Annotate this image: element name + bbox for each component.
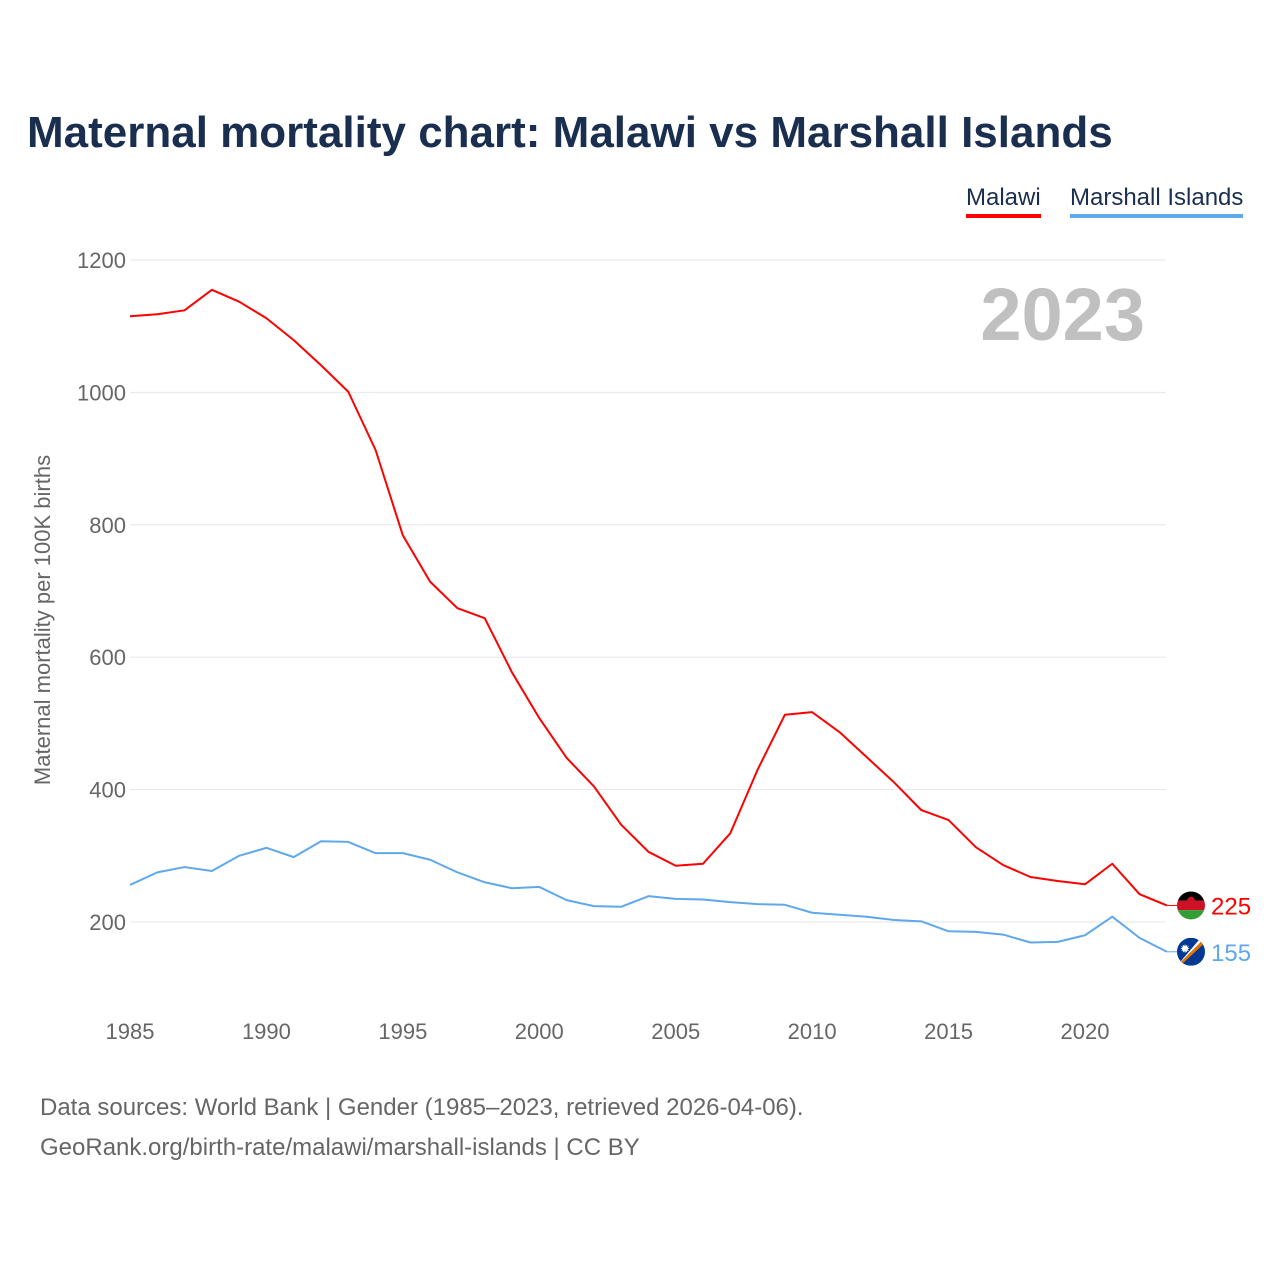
- y-tick-label: 200: [89, 910, 126, 935]
- flag-star: ✹: [1180, 942, 1190, 956]
- y-axis-label: Maternal mortality per 100K births: [30, 455, 55, 785]
- end-value-label: 225: [1211, 893, 1251, 920]
- x-tick-label: 2020: [1061, 1019, 1110, 1044]
- flag: ✹: [1177, 937, 1205, 966]
- flag-black-band: [1177, 891, 1205, 901]
- x-tick-label: 1985: [106, 1019, 155, 1044]
- malawi-flag-icon: [1177, 891, 1205, 920]
- flag-orange-stripe: [1177, 937, 1205, 966]
- flag: [1177, 891, 1205, 920]
- x-tick-label: 2015: [924, 1019, 973, 1044]
- footer: Data sources: World Bank | Gender (1985–…: [40, 1088, 804, 1168]
- x-tick-label: 2005: [651, 1019, 700, 1044]
- x-tick-label: 1995: [378, 1019, 427, 1044]
- y-tick-label: 600: [89, 645, 126, 670]
- y-tick-label: 1200: [77, 248, 126, 273]
- marshall-islands-flag-icon: ✹: [1177, 937, 1205, 966]
- series-line-marshall-islands: [129, 840, 1168, 953]
- year-watermark: 2023: [980, 273, 1145, 356]
- x-tick-label: 1990: [242, 1019, 291, 1044]
- y-tick-label: 800: [89, 513, 126, 538]
- y-tick-label: 400: [89, 778, 126, 803]
- y-tick-label: 1000: [77, 380, 126, 405]
- flag-red-band: [1177, 900, 1205, 911]
- flag-white-stripe: [1177, 937, 1205, 966]
- series-line-malawi: [129, 288, 1168, 907]
- chart-title: Maternal mortality chart: Malawi vs Mars…: [27, 108, 1113, 157]
- footer-url[interactable]: GeoRank.org/birth-rate/malawi/marshall-i…: [40, 1134, 640, 1161]
- flag-green-band: [1177, 910, 1205, 920]
- footer-sources: Data sources: World Bank | Gender (1985–…: [40, 1094, 804, 1121]
- x-tick-label: 2010: [788, 1019, 837, 1044]
- end-value-label: 155: [1211, 940, 1251, 967]
- legend-malawi[interactable]: Malawi: [966, 184, 1041, 218]
- legend-marshall-islands[interactable]: Marshall Islands: [1070, 184, 1244, 218]
- x-tick-label: 2000: [515, 1019, 564, 1044]
